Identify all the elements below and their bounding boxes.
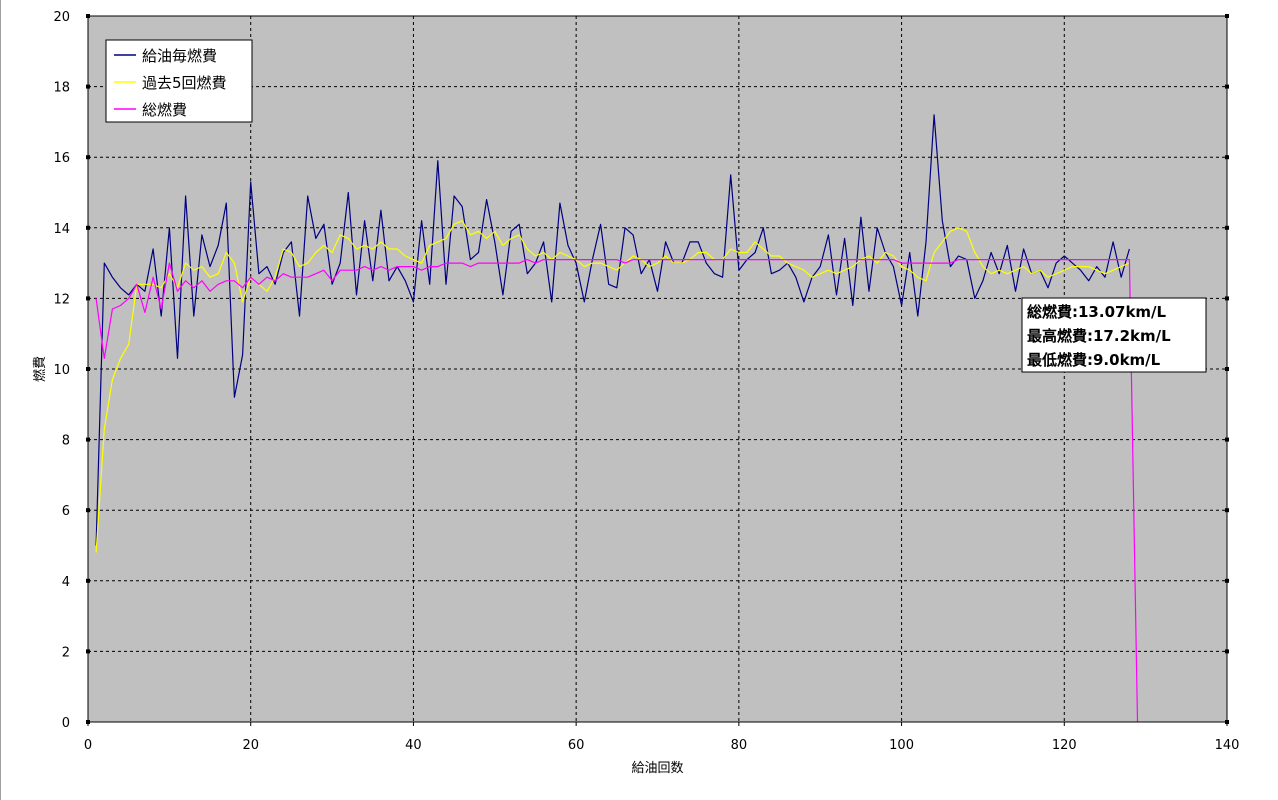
axes bbox=[86, 14, 1229, 726]
series-line-3 bbox=[95, 259, 1139, 723]
y-tick-label: 4 bbox=[62, 575, 70, 590]
y-tick-label: 0 bbox=[62, 716, 70, 731]
series-layer bbox=[95, 114, 1139, 723]
series-line-2 bbox=[95, 220, 1130, 553]
y-tick-label: 16 bbox=[53, 151, 70, 166]
legend-label-3: 総燃費 bbox=[142, 101, 187, 119]
y-tick-mark-left bbox=[86, 649, 90, 654]
stats-line-1: 総燃費:13.07km/L bbox=[1027, 303, 1167, 321]
stats-line-2: 最高燃費:17.2km/L bbox=[1027, 327, 1171, 345]
y-tick-mark-right bbox=[1225, 508, 1229, 513]
y-tick-mark-right bbox=[1225, 84, 1229, 89]
y-tick-label: 20 bbox=[53, 10, 70, 25]
x-tick-label: 80 bbox=[731, 738, 748, 753]
y-tick-mark-right bbox=[1225, 225, 1229, 230]
stats-line-3: 最低燃費:9.0km/L bbox=[1027, 351, 1161, 369]
x-tick-label: 60 bbox=[568, 738, 585, 753]
y-tick-mark-left bbox=[86, 367, 90, 371]
y-tick-mark-left bbox=[86, 225, 90, 230]
stats-box: 総燃費:13.07km/L 最高燃費:17.2km/L 最低燃費:9.0km/L bbox=[1021, 297, 1207, 373]
y-tick-mark-left bbox=[86, 84, 90, 89]
y-axis-label: 燃費 bbox=[32, 356, 48, 382]
legend-label-2: 過去5回燃費 bbox=[142, 74, 227, 92]
y-tick-mark-right bbox=[1225, 296, 1229, 301]
y-tick-mark-left bbox=[86, 508, 90, 513]
y-tick-label: 18 bbox=[53, 81, 70, 96]
y-tick-mark-right bbox=[1225, 367, 1229, 371]
x-tick-label: 100 bbox=[889, 738, 914, 753]
x-tick-label: 20 bbox=[242, 738, 259, 753]
y-tick-mark-left bbox=[86, 296, 90, 301]
y-tick-label: 14 bbox=[53, 222, 70, 237]
x-tick-label: 0 bbox=[84, 738, 92, 753]
x-axis-label: 給油回数 bbox=[631, 761, 683, 776]
y-tick-label: 8 bbox=[62, 434, 70, 449]
tick-labels: 0 2 4 6 8 10 12 14 16 18 20 0 20 40 60 80 100 120 140 bbox=[53, 10, 1239, 753]
y-tick-label: 10 bbox=[53, 363, 70, 378]
y-tick-mark-left bbox=[86, 14, 90, 18]
y-tick-label: 12 bbox=[53, 292, 70, 307]
legend-label-1: 給油毎燃費 bbox=[142, 47, 217, 65]
series-line-1 bbox=[95, 114, 1130, 546]
x-tick-label: 140 bbox=[1215, 738, 1240, 753]
y-tick-mark-right bbox=[1225, 437, 1229, 442]
stats-box-frame bbox=[1021, 297, 1207, 373]
y-tick-mark-left bbox=[86, 155, 90, 160]
y-tick-mark-right bbox=[1225, 578, 1229, 583]
y-tick-mark-right bbox=[1225, 155, 1229, 160]
y-tick-mark-left bbox=[86, 437, 90, 442]
y-tick-mark-left bbox=[86, 578, 90, 583]
y-tick-mark-right bbox=[1225, 14, 1229, 18]
x-tick-label: 40 bbox=[405, 738, 422, 753]
y-tick-mark-right bbox=[1225, 649, 1229, 654]
y-tick-label: 6 bbox=[62, 504, 70, 519]
x-tick-label: 120 bbox=[1052, 738, 1077, 753]
y-tick-label: 2 bbox=[62, 645, 70, 660]
